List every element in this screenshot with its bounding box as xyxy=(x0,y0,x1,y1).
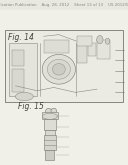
Bar xyxy=(45,150,54,160)
Text: Fig. 14: Fig. 14 xyxy=(8,33,34,42)
Bar xyxy=(77,36,92,46)
Bar xyxy=(42,112,58,119)
Bar xyxy=(5,30,123,102)
Ellipse shape xyxy=(51,108,57,114)
Text: Fig. 15: Fig. 15 xyxy=(18,101,44,111)
Ellipse shape xyxy=(15,92,33,101)
Bar xyxy=(77,43,87,63)
Ellipse shape xyxy=(42,54,76,84)
Bar xyxy=(88,43,96,56)
Ellipse shape xyxy=(47,59,70,79)
Ellipse shape xyxy=(52,64,65,75)
Bar xyxy=(44,135,56,150)
Bar xyxy=(0,0,128,9)
Ellipse shape xyxy=(45,108,52,114)
Text: Patent Application Publication    Aug. 28, 2012    Sheet 13 of 13    US 2012/021: Patent Application Publication Aug. 28, … xyxy=(0,2,128,7)
Bar xyxy=(45,130,55,137)
Ellipse shape xyxy=(42,113,58,119)
Bar xyxy=(12,69,24,92)
Bar xyxy=(44,40,69,53)
Bar xyxy=(97,40,110,59)
Bar xyxy=(44,119,56,130)
Bar xyxy=(12,50,24,66)
Circle shape xyxy=(105,38,110,44)
Circle shape xyxy=(97,35,103,44)
Bar xyxy=(9,43,37,96)
